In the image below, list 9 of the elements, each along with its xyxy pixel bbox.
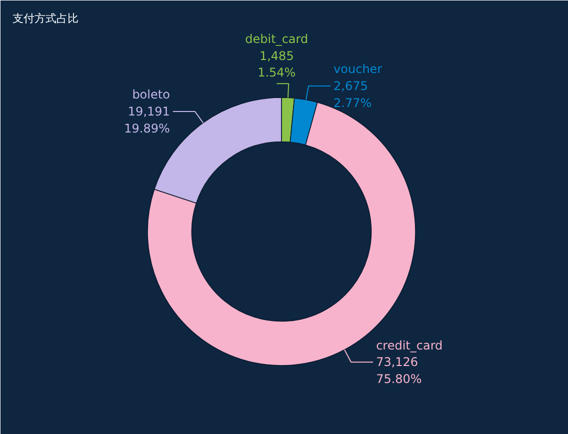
chart-title: 支付方式占比 xyxy=(12,12,78,25)
slice-label: voucher xyxy=(334,62,382,76)
data-label: 2,675 2.77% xyxy=(334,78,372,110)
data-label: 73,126 75.80% xyxy=(376,355,422,386)
slice-label: boleto xyxy=(132,88,170,102)
slice-label: credit_card xyxy=(376,338,443,352)
data-label: 1,485 1.54% xyxy=(258,48,296,80)
slice-label: debit_card xyxy=(245,32,308,46)
data-label: 19,191 19.89% xyxy=(124,104,170,136)
